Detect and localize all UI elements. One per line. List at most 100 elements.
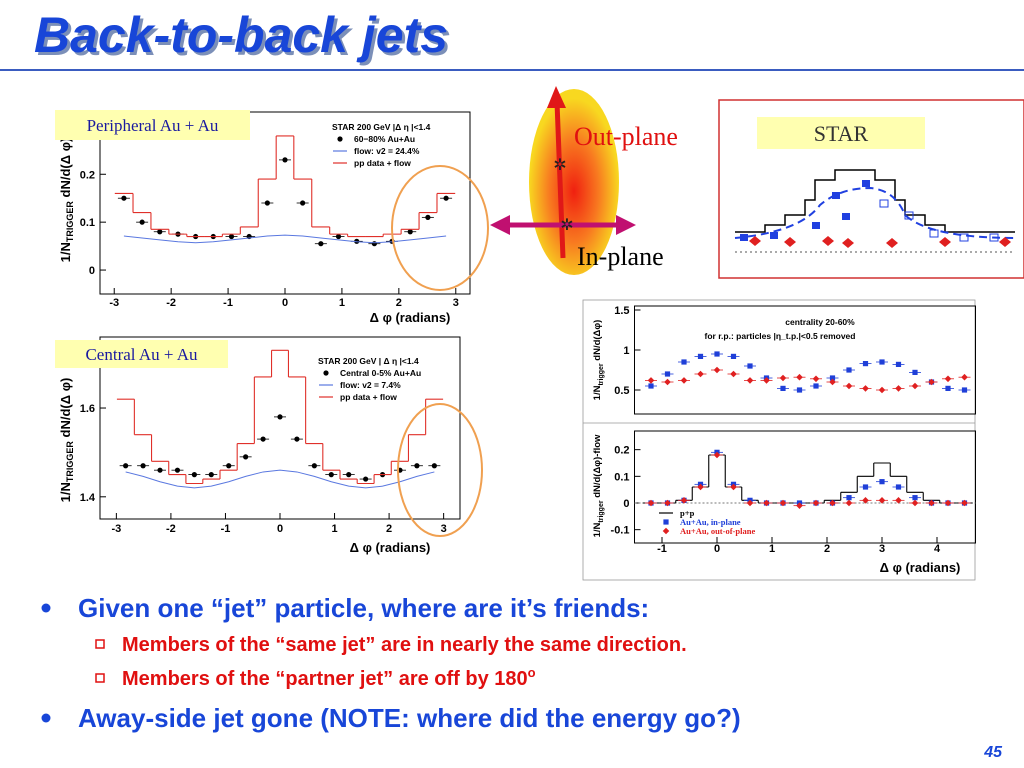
data-point (895, 385, 902, 392)
data-point (121, 195, 127, 201)
data-point (961, 373, 968, 381)
plot-frame (582, 299, 976, 581)
legend-label: pp data + flow (354, 158, 411, 168)
plot-tag-text: Peripheral Au + Au (87, 116, 219, 135)
data-point (443, 195, 449, 201)
data-point (812, 375, 820, 383)
data-point (228, 233, 235, 240)
plot-area (634, 305, 976, 415)
y-axis-label: 1/Ntrigger dN/d(Δφ)-flow (592, 434, 605, 537)
data-point (425, 214, 431, 220)
y-tick-label: 1.6 (80, 403, 95, 415)
data-point (812, 499, 820, 507)
arrow-head (490, 215, 510, 235)
arrow-head (547, 86, 566, 108)
data-point (647, 377, 655, 384)
data-point (264, 200, 270, 206)
y-tick-label: 0 (89, 265, 95, 277)
legend-title: STAR 200 GeV | Δ η |<1.4 (318, 356, 419, 366)
data-point (647, 499, 655, 507)
x-tick-label: 3 (453, 297, 459, 309)
data-point (697, 483, 704, 491)
data-point (140, 463, 146, 469)
y-axis-label-sub: trigger (598, 363, 605, 385)
y-tick-label: 0.2 (614, 445, 629, 457)
data-point (664, 499, 671, 507)
y-tick-label: 1 (623, 345, 629, 357)
data-point (730, 483, 737, 491)
x-tick-label: -3 (109, 297, 119, 309)
data-point (912, 369, 918, 375)
x-axis-label: Δ φ (radians) (350, 540, 431, 555)
data-point (300, 200, 306, 206)
y-axis-label: 1/Ntrigger dN/d(Δφ) (592, 320, 605, 401)
data-point (911, 382, 919, 390)
plot-frame (55, 335, 480, 557)
legend-label: 60−80% Au+Au (354, 134, 415, 144)
plot-tag-text: Central Au + Au (85, 345, 198, 364)
data-point (862, 385, 869, 392)
y-axis-label: dN/d(Δ φ) (58, 138, 73, 201)
data-point (697, 370, 704, 378)
data-point (123, 463, 129, 469)
data-point (747, 363, 753, 369)
flow-line (123, 234, 447, 244)
data-point (796, 373, 803, 381)
data-point (779, 374, 787, 382)
legend-label: pp data + flow (340, 392, 397, 402)
y-axis-label: 1/N (592, 522, 603, 537)
x-tick-label: 1 (769, 543, 775, 555)
legend-label: Au+Au, in-plane (680, 517, 741, 527)
data-point (664, 371, 671, 377)
legend-swatch (663, 519, 669, 525)
bullet-text: Away-side jet gone (NOTE: where did the … (78, 703, 741, 733)
x-tick-label: 1 (339, 297, 345, 309)
data-point (763, 377, 770, 384)
annotation: for r.p.: particles |η_t.p.|<0.5 removed (705, 331, 856, 341)
data-point (680, 377, 688, 384)
data-point (714, 351, 720, 357)
data-point (878, 386, 886, 394)
out-plane-axis (554, 101, 566, 259)
data-point (944, 375, 952, 383)
star-histogram (735, 169, 1015, 233)
data-point (879, 479, 885, 485)
sub-bullet-text: Members of the “partner jet” are off by … (122, 668, 528, 690)
y-tick-label: 0.5 (614, 385, 629, 397)
flow-line (125, 469, 435, 489)
data-point (780, 385, 786, 391)
x-tick-label: 3 (441, 523, 447, 535)
data-point (346, 472, 352, 478)
star-points (740, 180, 999, 242)
y-tick-label: 1.4 (80, 492, 96, 504)
degree-mark: o (528, 665, 536, 680)
y-axis-label: dN/d(Δφ) (592, 320, 603, 364)
particle-icon: ✲ (560, 217, 573, 234)
data-point (174, 467, 181, 473)
arrow-head (616, 215, 636, 235)
x-tick-label: 0 (277, 523, 283, 535)
y-tick-label: 0.2 (80, 169, 95, 181)
star-tag-text: STAR (814, 121, 869, 146)
legend-label: Central 0-5% Au+Au (340, 368, 421, 378)
x-tick-label: 0 (282, 297, 288, 309)
data-point (730, 353, 737, 359)
x-axis-label: Δ φ (radians) (880, 560, 961, 575)
data-point (746, 377, 754, 384)
y-axis-label: 1/N (58, 242, 73, 262)
data-point (282, 157, 288, 163)
x-axis-label: Δ φ (radians) (370, 310, 451, 325)
legend-swatch (323, 370, 329, 376)
y-axis-label-sub: TRIGGER (65, 201, 75, 243)
data-point (878, 497, 886, 504)
out-plane-label: Out-plane (574, 122, 678, 151)
highlight-ring (391, 165, 489, 291)
x-tick-label: -2 (166, 297, 176, 309)
y-tick-label: 0 (623, 498, 629, 510)
data-point (928, 378, 935, 386)
data-point (961, 499, 968, 507)
data-point (139, 219, 145, 225)
data-point (157, 229, 163, 235)
legend-label: p+p (680, 508, 695, 518)
legend-label: Au+Au, out-of-plane (680, 526, 755, 536)
